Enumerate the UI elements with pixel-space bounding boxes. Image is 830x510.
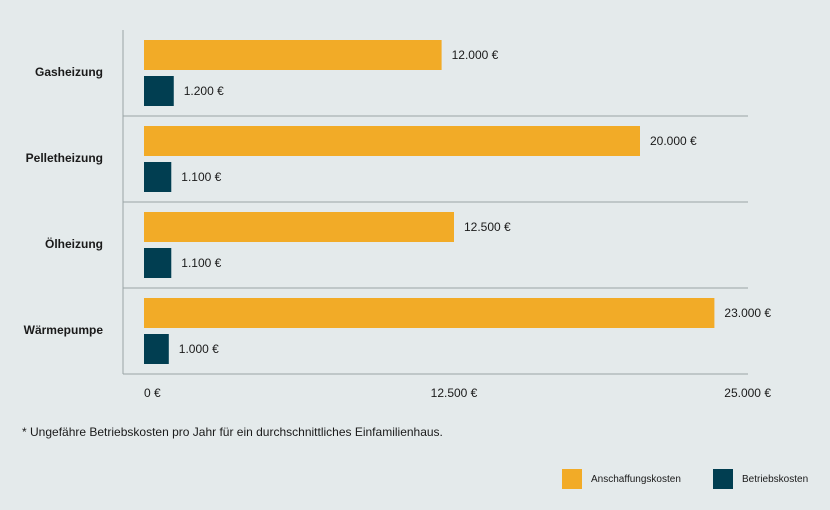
bar-betriebskosten-gasheizung — [144, 76, 174, 106]
category-label-gasheizung: Gasheizung — [35, 65, 103, 79]
legend-label-betriebskosten: Betriebskosten — [742, 473, 809, 485]
bar-anschaffungskosten-gasheizung — [144, 40, 442, 70]
data-label-anschaffungskosten-oelheizung: 12.500 € — [464, 220, 511, 234]
x-tick-label: 0 € — [144, 386, 161, 400]
legend-swatch-betriebskosten — [713, 469, 733, 489]
data-label-betriebskosten-gasheizung: 1.200 € — [184, 84, 224, 98]
bar-anschaffungskosten-oelheizung — [144, 212, 454, 242]
legend-swatch-anschaffungskosten — [562, 469, 582, 489]
bar-chart: Gasheizung 12.000 € 1.200 € Pelletheizung 20… — [24, 30, 771, 400]
bar-anschaffungskosten-pelletheizung — [144, 126, 640, 156]
data-label-anschaffungskosten-gasheizung: 12.000 € — [452, 48, 499, 62]
data-label-anschaffungskosten-pelletheizung: 20.000 € — [650, 134, 697, 148]
legend-item-anschaffungskosten: Anschaffungskosten — [562, 469, 681, 489]
footnote: * Ungefähre Betriebskosten pro Jahr für … — [22, 425, 443, 439]
bar-anschaffungskosten-waermepumpe — [144, 298, 715, 328]
bar-betriebskosten-oelheizung — [144, 248, 172, 278]
bar-betriebskosten-waermepumpe — [144, 334, 169, 364]
x-tick-label: 25.000 € — [724, 386, 771, 400]
bar-betriebskosten-pelletheizung — [144, 162, 172, 192]
data-label-betriebskosten-pelletheizung: 1.100 € — [181, 170, 221, 184]
legend: Anschaffungskosten Betriebskosten — [0, 469, 830, 493]
data-label-betriebskosten-oelheizung: 1.100 € — [181, 256, 221, 270]
data-label-betriebskosten-waermepumpe: 1.000 € — [179, 342, 219, 356]
data-label-anschaffungskosten-waermepumpe: 23.000 € — [724, 306, 771, 320]
legend-label-anschaffungskosten: Anschaffungskosten — [591, 473, 681, 485]
legend-item-betriebskosten: Betriebskosten — [713, 469, 808, 489]
category-label-pelletheizung: Pelletheizung — [26, 151, 103, 165]
x-tick-label: 12.500 € — [431, 386, 478, 400]
category-label-oelheizung: Ölheizung — [45, 236, 103, 251]
category-label-waermepumpe: Wärmepumpe — [24, 323, 104, 337]
